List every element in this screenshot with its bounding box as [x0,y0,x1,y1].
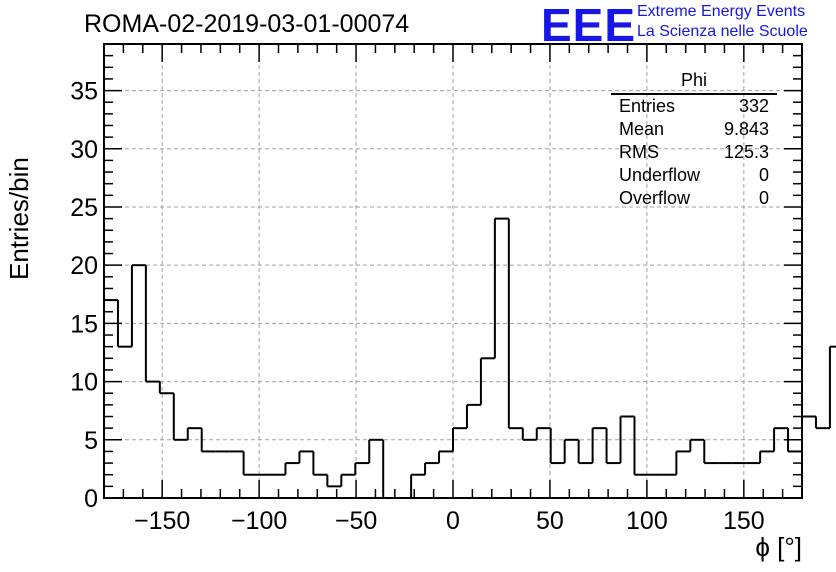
stats-value: 0 [758,165,769,185]
y-axis-label: Entries/bin [4,157,34,280]
y-tick-label: 5 [84,427,98,455]
y-tick-label: 30 [70,136,98,164]
x-axis-label: ϕ [°] [755,532,802,562]
y-tick-label: 10 [70,369,98,397]
x-tick-label: −100 [231,507,287,535]
logo-caption: Extreme Energy Events La Scienza nelle S… [637,2,808,42]
y-tick-label: 20 [70,252,98,280]
stats-row-rms: RMS 125.3 [611,141,777,164]
x-tick-label: 150 [723,507,765,535]
x-tick-label: 100 [626,507,668,535]
stats-label: Underflow [619,165,701,185]
eee-logo: EEE [541,0,637,51]
y-tick-label: 15 [70,310,98,338]
logo-line-1: Extreme Energy Events [637,3,806,20]
grid-lines [104,44,802,498]
chart-title: ROMA-02-2019-03-01-00074 [84,10,410,38]
axis-tick-labels: −150 −100 −50 0 50 100 150 0 5 10 15 20 25 30 35 [70,78,765,535]
x-tick-label: 0 [446,507,460,535]
stats-label: Entries [619,96,676,116]
stats-value: 125.3 [723,142,769,162]
stats-row-mean: Mean 9.843 [611,118,777,141]
y-tick-label: 0 [84,485,98,513]
stats-row-underflow: Underflow 0 [611,164,777,187]
stats-value: 9.843 [723,119,769,139]
stats-label: Overflow [619,188,691,208]
y-tick-label: 35 [70,78,98,106]
stats-label: Mean [619,119,665,139]
x-tick-label: 50 [536,507,564,535]
stats-value: 332 [738,96,769,116]
logo-line-2: La Scienza nelle Scuole [637,23,808,40]
stats-row-entries: Entries 332 [611,95,777,118]
x-tick-label: −50 [335,507,377,535]
axis-ticks [104,44,802,498]
stats-box: Phi Entries 332 Mean 9.843 RMS 125.3 Underf… [611,70,777,210]
x-tick-label: −150 [134,507,190,535]
stats-value: 0 [758,188,769,208]
stats-row-overflow: Overflow 0 [611,187,777,210]
stats-label: RMS [619,142,659,162]
y-tick-label: 25 [70,194,98,222]
stats-title: Phi [611,70,777,95]
